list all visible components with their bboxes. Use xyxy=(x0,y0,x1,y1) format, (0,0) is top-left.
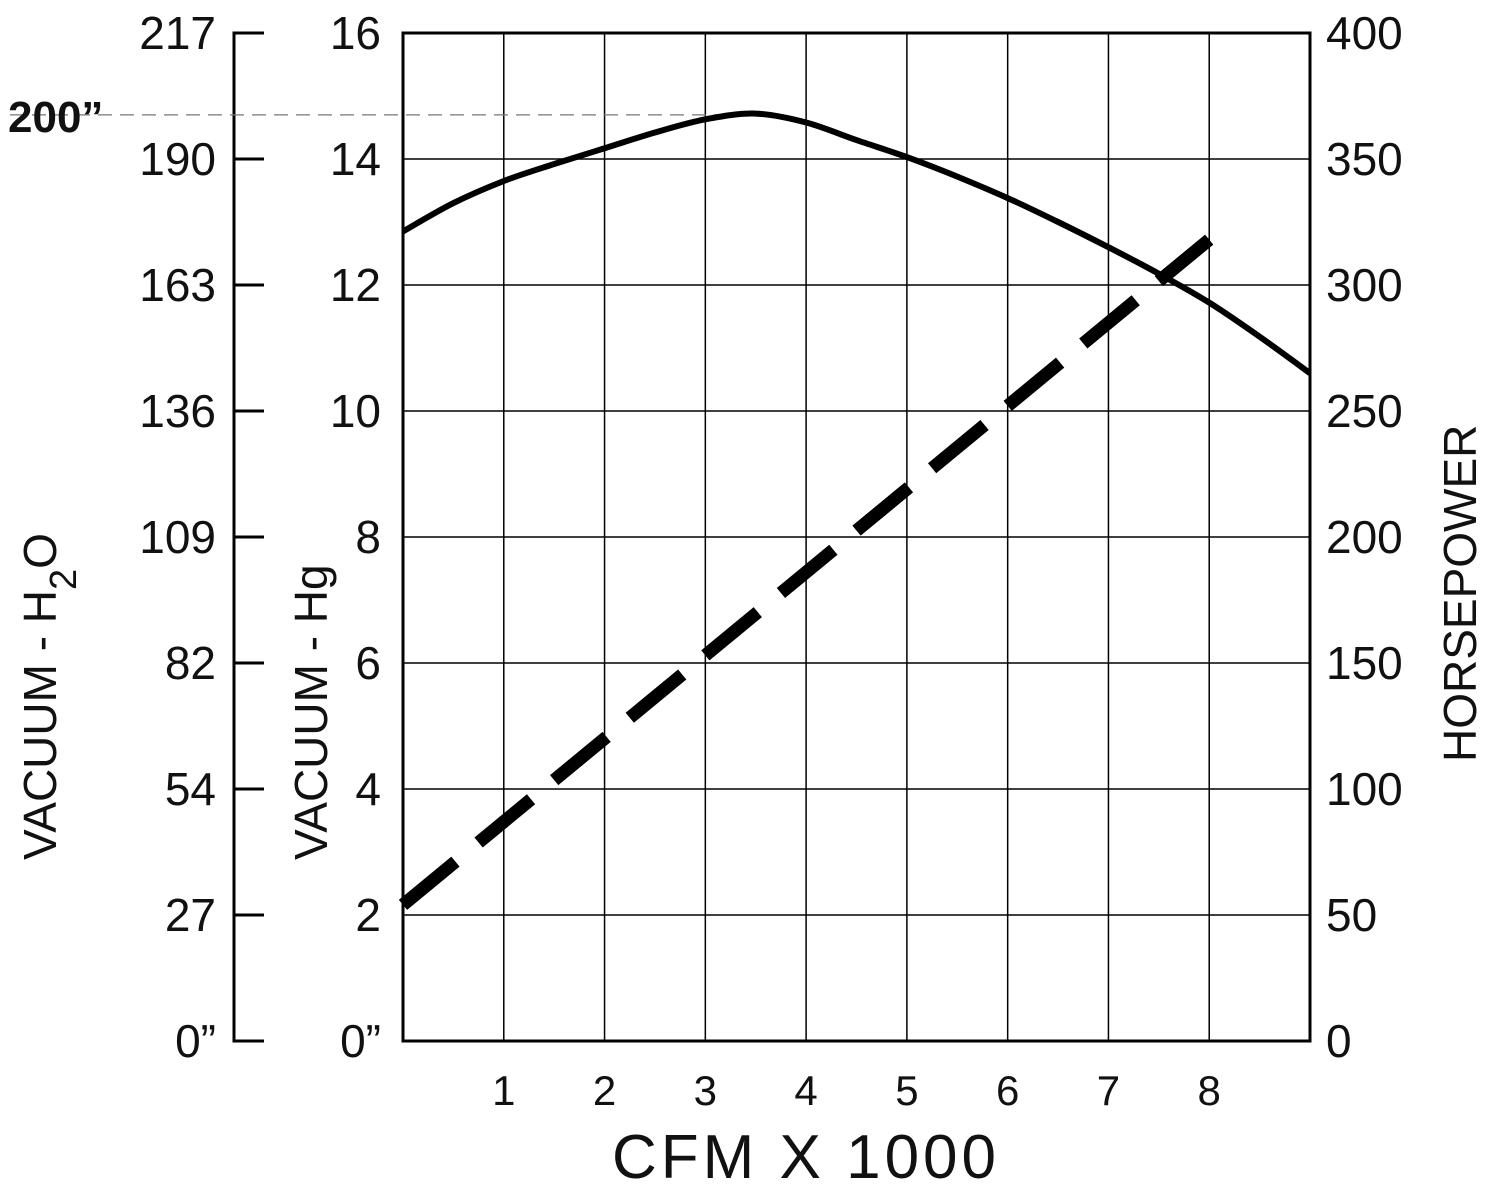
hp-tick-label: 0 xyxy=(1326,1015,1352,1067)
hp-tick-label: 50 xyxy=(1326,889,1377,941)
hg-tick-label: 10 xyxy=(330,385,381,437)
x-tick-label: 8 xyxy=(1198,1067,1221,1114)
hp-tick-label: 300 xyxy=(1326,259,1403,311)
plot-border xyxy=(401,31,1312,1043)
hg-tick-label: 2 xyxy=(355,889,381,941)
vacuum-curve xyxy=(401,110,1312,376)
hp-tick-label: 400 xyxy=(1326,7,1403,59)
h2o-tick-label: 136 xyxy=(139,385,216,437)
x-tick-label: 5 xyxy=(895,1067,918,1114)
hp-tick-label: 100 xyxy=(1326,763,1403,815)
reference-label: 200” xyxy=(8,93,103,142)
hp-tick-label: 350 xyxy=(1326,133,1403,185)
tick-labels: 2171901631361098254270”200”1614121086420… xyxy=(8,7,1403,1114)
plot-frame xyxy=(401,31,1312,1043)
hg-tick-label: 0” xyxy=(340,1015,381,1067)
h2o-tick-label: 54 xyxy=(165,763,216,815)
grid-lines xyxy=(403,33,1310,1041)
h2o-tick-label: 217 xyxy=(139,7,216,59)
axes xyxy=(232,31,264,1043)
h2o-axis-title: VACUUM - H2O xyxy=(14,533,85,860)
h2o-tick-label: 82 xyxy=(165,637,216,689)
hp-tick-label: 200 xyxy=(1326,511,1403,563)
h2o-title-main: VACUUM - H xyxy=(14,590,66,860)
x-tick-label: 2 xyxy=(593,1067,616,1114)
h2o-tick-label: 0” xyxy=(175,1015,216,1067)
hp-tick-label: 250 xyxy=(1326,385,1403,437)
x-tick-label: 1 xyxy=(492,1067,515,1114)
hg-tick-label: 14 xyxy=(330,133,381,185)
hp-tick-label: 150 xyxy=(1326,637,1403,689)
x-tick-label: 4 xyxy=(794,1067,817,1114)
x-tick-label: 7 xyxy=(1097,1067,1120,1114)
series-group xyxy=(398,110,1312,910)
hp-axis-title: HORSEPOWER xyxy=(1434,425,1486,762)
hg-tick-label: 6 xyxy=(355,637,381,689)
hg-tick-label: 16 xyxy=(330,7,381,59)
h2o-tick-label: 163 xyxy=(139,259,216,311)
x-tick-label: 6 xyxy=(996,1067,1019,1114)
hg-tick-label: 8 xyxy=(355,511,381,563)
horsepower-line xyxy=(398,234,1214,910)
h2o-tick-label: 109 xyxy=(139,511,216,563)
hg-tick-label: 4 xyxy=(355,763,381,815)
h2o-tick-label: 190 xyxy=(139,133,216,185)
h2o-tick-label: 27 xyxy=(165,889,216,941)
h2o-title-sub: 2 xyxy=(43,569,85,590)
h2o-title-tail: O xyxy=(14,533,66,569)
x-axis-title: CFM X 1000 xyxy=(612,1123,1000,1186)
hg-tick-label: 12 xyxy=(330,259,381,311)
x-tick-label: 3 xyxy=(694,1067,717,1114)
hg-axis-title: VACUUM - Hg xyxy=(285,564,337,860)
